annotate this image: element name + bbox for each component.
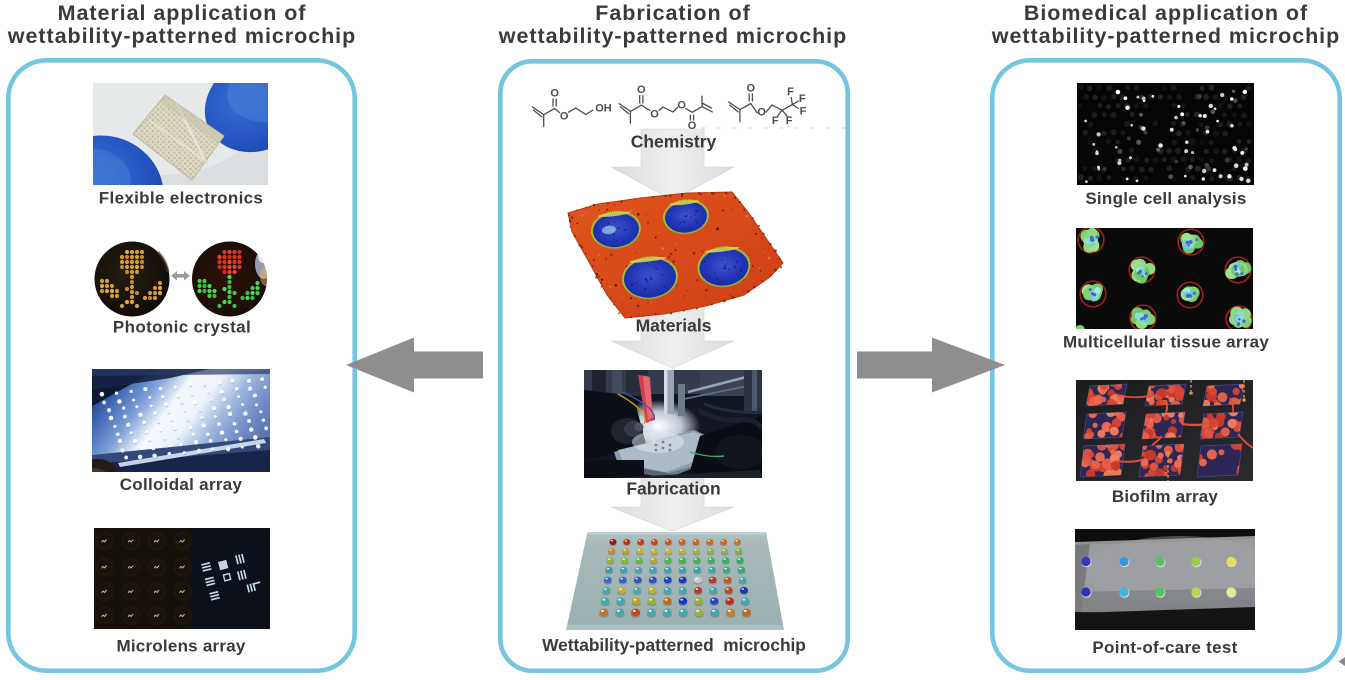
svg-text:Fabrication of: Fabrication of bbox=[595, 1, 750, 25]
svg-text:Materials: Materials bbox=[636, 316, 712, 336]
svg-text:F: F bbox=[786, 115, 793, 127]
svg-text:Biofilm array: Biofilm array bbox=[1112, 487, 1219, 506]
svg-text:Flexible electronics: Flexible electronics bbox=[99, 188, 263, 207]
svg-text:Colloidal array: Colloidal array bbox=[120, 475, 243, 494]
svg-text:O: O bbox=[637, 84, 646, 96]
svg-text:Wettability-patterned microch: Wettability-patterned microchip bbox=[542, 635, 806, 655]
svg-text:O: O bbox=[650, 109, 659, 121]
svg-text:Fabrication: Fabrication bbox=[626, 478, 720, 498]
svg-text:O: O bbox=[560, 111, 569, 123]
svg-text:O: O bbox=[550, 87, 559, 99]
svg-text:F: F bbox=[799, 93, 806, 105]
svg-text:Single cell analysis: Single cell analysis bbox=[1085, 189, 1246, 208]
svg-text:O: O bbox=[757, 107, 766, 119]
svg-text:wettability-patterned microchi: wettability-patterned microchip bbox=[7, 24, 356, 48]
svg-text:wettability-patterned microchi: wettability-patterned microchip bbox=[991, 24, 1340, 48]
svg-text:Photonic crystal: Photonic crystal bbox=[113, 317, 251, 336]
svg-text:Point-of-care test: Point-of-care test bbox=[1092, 638, 1237, 657]
svg-text:F: F bbox=[772, 115, 779, 127]
svg-text:F: F bbox=[787, 86, 794, 98]
svg-text:Microlens array: Microlens array bbox=[116, 637, 245, 656]
svg-text:wettability-patterned microchi: wettability-patterned microchip bbox=[498, 24, 847, 48]
svg-text:Multicellular tissue array: Multicellular tissue array bbox=[1063, 332, 1269, 351]
svg-text:F: F bbox=[800, 106, 807, 118]
svg-text:O: O bbox=[688, 120, 697, 132]
svg-text:O: O bbox=[677, 100, 686, 112]
svg-text:O: O bbox=[747, 82, 756, 94]
svg-text:OH: OH bbox=[595, 103, 612, 115]
svg-text:Biomedical application of: Biomedical application of bbox=[1024, 1, 1308, 25]
svg-text:Chemistry: Chemistry bbox=[631, 132, 717, 152]
svg-text:Material application of: Material application of bbox=[58, 1, 307, 25]
